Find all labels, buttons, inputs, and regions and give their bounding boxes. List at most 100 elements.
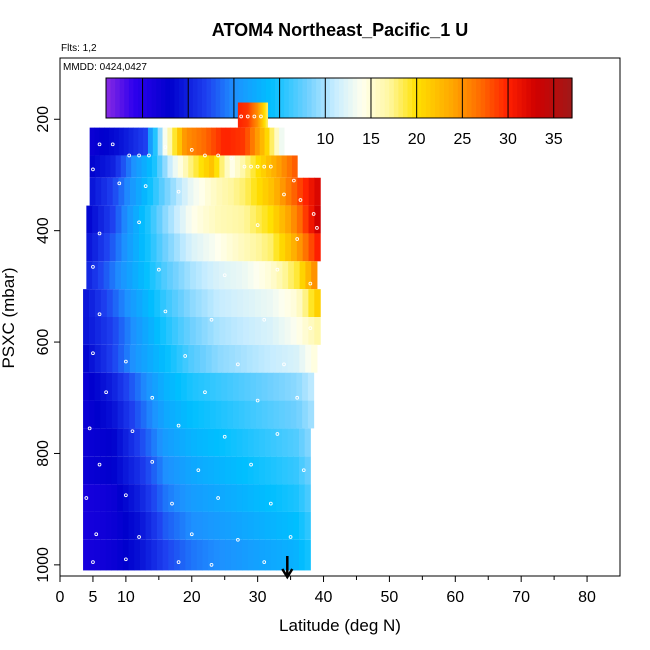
heatmap-cell <box>231 289 238 317</box>
heatmap-cell <box>118 289 126 317</box>
colorbar-swatch <box>357 78 363 118</box>
observation-point <box>124 493 128 498</box>
heatmap-cell <box>166 289 173 317</box>
heatmap-cell <box>134 539 141 571</box>
heatmap-cell <box>219 428 226 457</box>
colorbar-swatch <box>110 78 116 118</box>
colorbar-swatch <box>407 78 413 118</box>
heatmap-cell <box>293 261 301 290</box>
colorbar-swatch <box>448 78 454 118</box>
observation-point <box>252 114 257 119</box>
heatmap-cell <box>195 289 203 317</box>
heatmap-cell <box>314 317 321 345</box>
observation-point <box>87 426 92 431</box>
colorbar-swatch <box>425 78 431 118</box>
heatmap-cell <box>296 317 303 345</box>
heatmap-cell <box>209 205 216 234</box>
heatmap-cell <box>187 177 194 206</box>
heatmap-cell <box>141 344 148 373</box>
heatmap-cell <box>244 205 251 234</box>
heatmap-cell <box>191 233 198 262</box>
heatmap-cell <box>260 317 268 345</box>
heatmap-cell <box>162 127 168 156</box>
heatmap-cell <box>267 372 274 401</box>
heatmap-cell <box>139 456 147 485</box>
heatmap-cell <box>291 177 298 206</box>
heatmap-cell <box>270 428 277 457</box>
observation-point <box>176 423 181 428</box>
heatmap-cell <box>150 233 158 262</box>
observation-point <box>209 317 214 322</box>
observation-point <box>216 153 220 158</box>
x-tick-label: 70 <box>512 589 530 606</box>
heatmap-cell <box>142 317 149 345</box>
heatmap-cell <box>134 372 142 401</box>
colorbar-swatch <box>293 78 299 118</box>
heatmap-cell <box>279 127 285 156</box>
heatmap-cell <box>105 511 112 540</box>
heatmap-cell <box>245 127 251 156</box>
heatmap-cell <box>216 177 223 206</box>
heatmap-cell <box>86 261 93 290</box>
heatmap-cell <box>219 539 226 571</box>
heatmap-cell <box>109 205 117 234</box>
heatmap-cell <box>251 102 253 128</box>
heatmap-cell <box>243 102 245 128</box>
heatmap-cell <box>281 539 289 571</box>
heatmap-cell <box>287 539 294 571</box>
observation-point <box>163 145 168 149</box>
heatmap-cell <box>305 261 312 290</box>
heatmap-cell <box>253 456 260 485</box>
heatmap-cell <box>142 289 149 317</box>
colorbar-swatch <box>361 78 368 118</box>
x-tick-label: 50 <box>381 589 399 606</box>
heatmap-cell <box>284 400 292 429</box>
heatmap-cell <box>244 400 251 429</box>
colorbar-swatch <box>279 78 285 118</box>
heatmap-cell <box>230 428 237 457</box>
heatmap-cell <box>172 317 179 345</box>
heatmap-cell <box>235 127 241 156</box>
heatmap-cell <box>287 344 295 373</box>
heatmap-cell <box>191 511 198 540</box>
heatmap-cell <box>279 372 286 401</box>
colorbar-swatch <box>128 78 135 118</box>
x-tick-label: 60 <box>446 589 464 606</box>
heatmap-cell <box>100 400 107 429</box>
heatmap-cell <box>100 511 107 540</box>
heatmap-cell <box>281 344 289 373</box>
heatmap-cell <box>219 456 226 485</box>
heatmap-cell <box>157 155 163 178</box>
heatmap-cell <box>244 233 251 262</box>
heatmap-cell <box>117 400 124 429</box>
heatmap-cell <box>308 177 315 206</box>
heatmap-cell <box>271 155 277 178</box>
heatmap-cell <box>240 344 248 373</box>
observation-point <box>222 273 227 278</box>
heatmap-cell <box>304 484 311 512</box>
observation-point <box>196 468 201 473</box>
heatmap-cell <box>232 372 240 401</box>
heatmap-cell <box>214 205 222 234</box>
heatmap-cell <box>284 289 292 317</box>
colorbar-swatch <box>558 78 564 118</box>
colorbar-swatch <box>562 78 569 118</box>
heatmap-cell <box>281 456 289 485</box>
heatmap-cell <box>243 289 250 317</box>
heatmap-cell <box>299 344 306 373</box>
heatmap-cell <box>94 155 101 178</box>
heatmap-cell <box>247 511 255 540</box>
heatmap-cell <box>266 102 268 128</box>
heatmap-cell <box>287 456 294 485</box>
heatmap-cell <box>176 344 183 373</box>
colorbar-swatch <box>201 78 208 118</box>
heatmap-cell <box>164 177 171 206</box>
colorbar-swatch <box>270 78 276 118</box>
heatmap-cell <box>112 289 120 317</box>
heatmap-cell <box>230 127 236 156</box>
heatmap-cell <box>92 233 99 262</box>
heatmap-cell <box>162 155 168 178</box>
heatmap-cell <box>129 344 137 373</box>
heatmap-cell <box>225 484 232 512</box>
